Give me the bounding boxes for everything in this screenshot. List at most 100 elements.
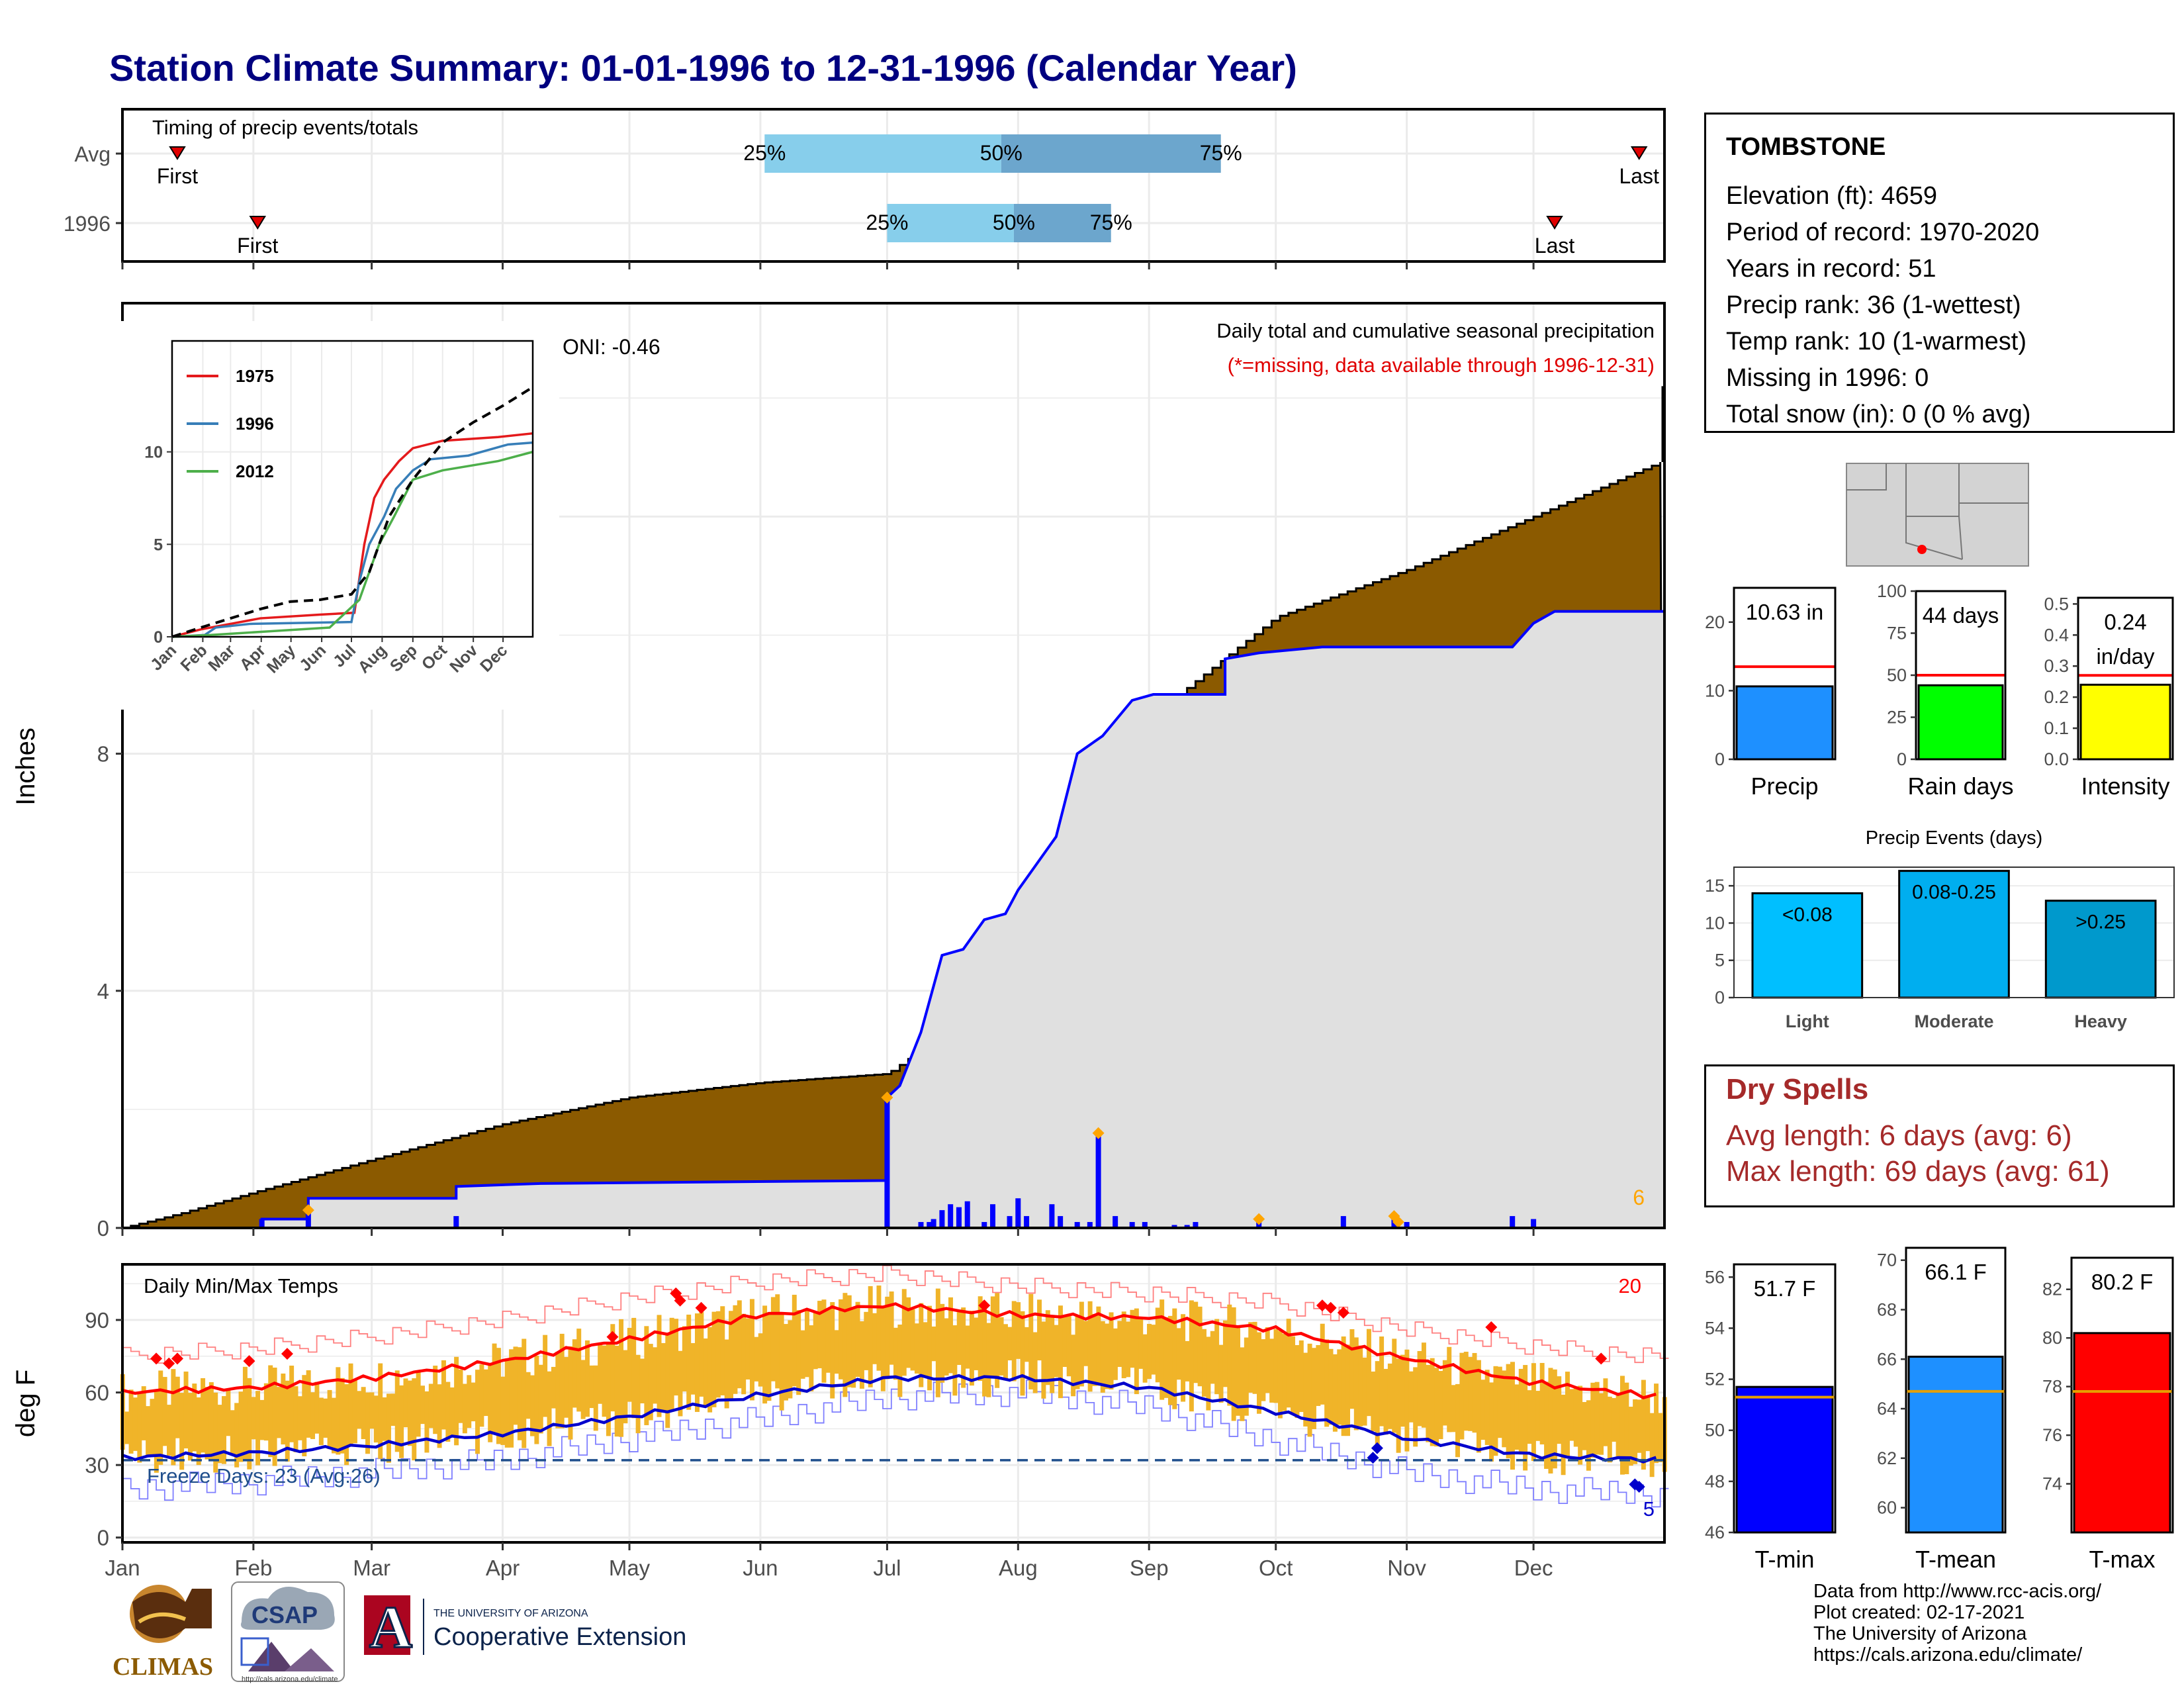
temps-daily-bar xyxy=(754,1336,759,1382)
credit-institution: The University of Arizona xyxy=(1813,1623,2027,1644)
precip-total-axis-title: Precip xyxy=(1751,773,1818,800)
temps-daily-bar xyxy=(281,1373,286,1445)
precip-oni-label: ONI: -0.46 xyxy=(563,335,660,359)
temps-daily-bar xyxy=(1337,1349,1342,1425)
temps-daily-bar xyxy=(1210,1331,1215,1384)
precip-event-marker xyxy=(1253,1213,1265,1225)
inset-series-line xyxy=(171,386,534,638)
temps-daily-bar xyxy=(534,1355,539,1444)
tmean-tick-label: 60 xyxy=(1877,1498,1897,1518)
tmin-value-label: 51.7 F xyxy=(1754,1276,1816,1301)
inset-legend-label: 1996 xyxy=(236,414,274,434)
temps-daily-bar xyxy=(475,1370,480,1454)
temps-daily-bar xyxy=(365,1392,371,1454)
temps-daily-bar xyxy=(914,1323,919,1374)
temps-daily-bar xyxy=(1328,1348,1334,1425)
temps-daily-bar xyxy=(657,1315,662,1417)
ua-block-a-icon xyxy=(364,1595,410,1655)
temps-daily-bar xyxy=(154,1389,159,1473)
temps-tick-label: 0 xyxy=(97,1526,109,1550)
temps-month-label: Nov xyxy=(1387,1556,1426,1580)
intensity-value-unit: in/day xyxy=(2096,644,2155,669)
temps-daily-bar xyxy=(690,1342,696,1395)
temps-daily-bar xyxy=(1353,1337,1359,1430)
rain-days-tick-label: 25 xyxy=(1887,708,1907,727)
temps-daily-bar xyxy=(1011,1301,1017,1382)
temps-daily-bar xyxy=(1561,1394,1566,1476)
temps-daily-bar xyxy=(1172,1308,1177,1409)
temps-daily-bar xyxy=(1273,1329,1279,1403)
temps-daily-bar xyxy=(724,1339,729,1409)
tmax-tick-label: 80 xyxy=(2042,1328,2062,1348)
temps-daily-bar xyxy=(1138,1317,1144,1369)
temps-daily-bar xyxy=(1126,1321,1131,1378)
temps-month-label: Dec xyxy=(1514,1556,1553,1580)
temps-hot-marker xyxy=(243,1355,255,1368)
temps-daily-bar xyxy=(1016,1302,1021,1359)
temps-daily-bar xyxy=(1375,1361,1380,1450)
precip-daily-bar xyxy=(981,1222,987,1228)
temps-daily-bar xyxy=(779,1312,784,1411)
tmax-tick-label: 82 xyxy=(2042,1280,2062,1299)
temps-daily-bar xyxy=(390,1393,396,1426)
temps-daily-bar xyxy=(1654,1383,1659,1464)
temps-daily-bar xyxy=(522,1338,527,1448)
timing-first-label: First xyxy=(237,234,278,258)
temps-daily-bar xyxy=(711,1311,717,1407)
precip-total-value-label: 10.63 in xyxy=(1746,600,1823,624)
tmean-tick-label: 70 xyxy=(1877,1250,1897,1270)
temps-daily-bar xyxy=(1193,1301,1199,1383)
temps-daily-bar xyxy=(1413,1367,1418,1447)
tmin-tick-label: 50 xyxy=(1705,1421,1725,1440)
events-title: Precip Events (days) xyxy=(1866,827,2043,849)
temps-daily-bar xyxy=(775,1294,780,1389)
locator-map-borders xyxy=(1846,463,2028,560)
temps-daily-bar xyxy=(1383,1368,1388,1435)
precip-daily-bar xyxy=(1113,1216,1118,1228)
temps-daily-bar xyxy=(1231,1307,1236,1421)
temps-daily-bar xyxy=(242,1366,248,1460)
temps-daily-bar xyxy=(839,1299,843,1380)
precip-daily-bar xyxy=(1049,1204,1055,1228)
timing-label-75: 75% xyxy=(1200,141,1242,165)
temps-daily-bar xyxy=(974,1317,979,1370)
temps-hot-marker xyxy=(1324,1301,1337,1314)
precip-daily-bar xyxy=(1095,1133,1101,1228)
temps-daily-bar xyxy=(348,1363,353,1446)
temps-daily-bar xyxy=(817,1301,823,1368)
temps-daily-bar xyxy=(1075,1316,1080,1389)
temps-daily-bar xyxy=(251,1397,256,1440)
temps-daily-bar xyxy=(1408,1371,1414,1423)
temps-daily-bar xyxy=(234,1403,240,1468)
temps-daily-bar xyxy=(1565,1372,1570,1457)
temps-hot-marker xyxy=(281,1348,293,1360)
temps-daily-bar xyxy=(1362,1357,1367,1426)
temps-daily-bar xyxy=(1066,1316,1071,1377)
temps-daily-bar xyxy=(1282,1334,1287,1411)
temps-daily-bar xyxy=(1557,1376,1562,1444)
events-bar xyxy=(1751,892,1864,999)
temps-daily-bar xyxy=(167,1405,172,1456)
temps-daily-bar xyxy=(944,1318,949,1376)
inset-series-line xyxy=(171,432,533,638)
temps-hot-marker xyxy=(1595,1352,1608,1365)
temps-daily-bar xyxy=(1523,1365,1528,1471)
temps-daily-bar xyxy=(948,1297,953,1374)
temps-tick-label: 90 xyxy=(85,1308,109,1333)
intensity-tick-label: 0.0 xyxy=(2044,749,2069,769)
events-bar xyxy=(1898,870,2010,999)
intensity-tick-label: 0.4 xyxy=(2044,625,2069,645)
timing-label-50: 50% xyxy=(993,211,1035,234)
temps-daily-bar xyxy=(179,1393,185,1470)
precip-event-marker xyxy=(881,1091,893,1103)
rain-days-chart: 0 25 50 75 100 44 days Rain days xyxy=(1877,581,2014,800)
timing-title: Timing of precip events/totals xyxy=(152,116,418,139)
temps-daily-bar xyxy=(1037,1299,1042,1361)
credit-url: https://cals.arizona.edu/climate/ xyxy=(1813,1644,2083,1665)
temps-daily-bar xyxy=(403,1378,408,1428)
temps-daily-bar xyxy=(1544,1382,1549,1469)
timing-label-75: 75% xyxy=(1090,211,1132,234)
temps-daily-bar xyxy=(336,1367,341,1455)
temps-daily-bar xyxy=(1277,1331,1283,1419)
climas-wordmark: CLIMAS xyxy=(113,1653,213,1681)
